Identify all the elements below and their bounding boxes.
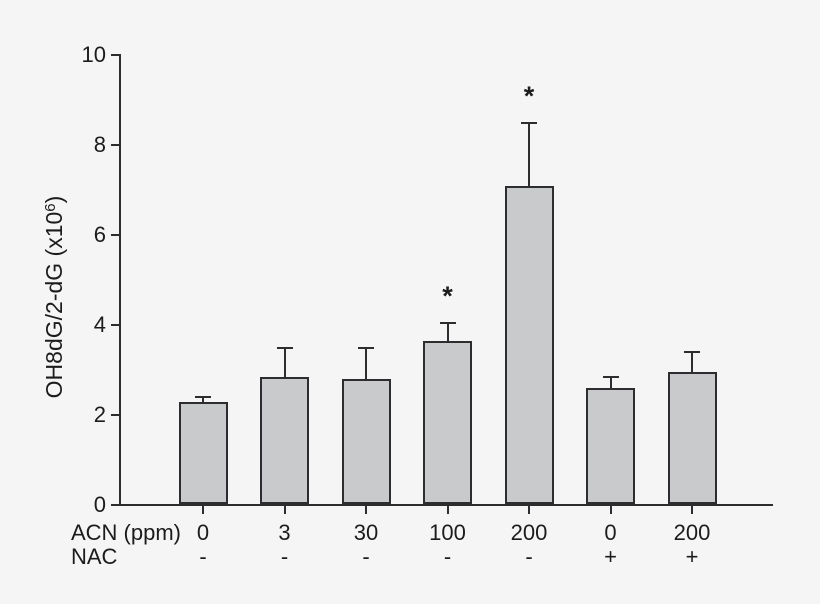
y-axis-tick-label: 0 bbox=[93, 492, 106, 517]
nac-sign-label: - bbox=[199, 544, 207, 569]
y-axis-tick-mark bbox=[111, 144, 120, 146]
acn-row-label: ACN (ppm) bbox=[71, 520, 182, 545]
error-bar-cap bbox=[276, 346, 293, 349]
error-bar-line bbox=[609, 376, 612, 388]
nac-sign-label: - bbox=[525, 544, 533, 569]
y-axis-tick-mark bbox=[111, 54, 120, 56]
nac-sign-label: + bbox=[604, 544, 617, 569]
error-bar-line bbox=[446, 322, 449, 341]
acn-category-label: 0 bbox=[604, 520, 617, 545]
acn-category-label: 200 bbox=[510, 520, 548, 545]
y-axis-tick-mark bbox=[111, 414, 120, 416]
x-axis-line bbox=[119, 504, 773, 506]
y-axis-title: OH8dG/2-dG (x106) bbox=[38, 167, 67, 427]
y-axis-tick-label: 8 bbox=[93, 132, 106, 157]
bar bbox=[423, 340, 472, 504]
bar bbox=[504, 185, 554, 504]
error-bar-cap bbox=[602, 375, 619, 378]
nac-sign-label: - bbox=[443, 544, 452, 569]
y-axis-tick-mark bbox=[111, 234, 120, 236]
error-bar-line bbox=[365, 347, 367, 379]
significance-asterisk: * bbox=[442, 280, 453, 311]
significance-asterisk: * bbox=[523, 80, 535, 111]
y-axis-title-superscript: 6 bbox=[42, 203, 59, 212]
y-axis-title-close-paren: ) bbox=[41, 195, 67, 204]
x-axis-tick-mark bbox=[528, 506, 530, 514]
acn-category-label: 30 bbox=[353, 520, 379, 545]
y-axis-tick-mark bbox=[111, 504, 120, 506]
error-bar-cap bbox=[358, 346, 374, 349]
bar bbox=[341, 379, 391, 504]
bar bbox=[178, 401, 228, 504]
y-axis-tick-mark bbox=[111, 324, 120, 326]
x-axis-tick-mark bbox=[609, 506, 612, 514]
x-axis-tick-mark bbox=[691, 506, 693, 514]
error-bar-cap bbox=[684, 351, 700, 353]
x-axis-tick-mark bbox=[283, 506, 286, 514]
error-bar-cap bbox=[195, 396, 211, 398]
error-bar-line bbox=[528, 122, 530, 186]
nac-sign-label: - bbox=[280, 544, 289, 569]
error-bar-line bbox=[283, 347, 286, 377]
y-axis-tick-label: 2 bbox=[93, 402, 106, 427]
error-bar-line bbox=[202, 397, 204, 402]
y-axis-tick-label: 10 bbox=[81, 42, 106, 67]
x-axis-tick-mark bbox=[365, 506, 367, 514]
y-axis-line bbox=[119, 54, 121, 506]
x-axis-tick-mark bbox=[202, 506, 204, 514]
y-axis-tick-label: 6 bbox=[93, 222, 106, 247]
y-axis-tick-label: 4 bbox=[93, 312, 106, 337]
nac-sign-label: + bbox=[685, 544, 699, 569]
acn-category-label: 100 bbox=[429, 520, 466, 545]
acn-category-label: 3 bbox=[278, 520, 291, 545]
acn-category-label: 0 bbox=[196, 520, 210, 545]
bar bbox=[260, 376, 309, 504]
error-bar-cap bbox=[439, 321, 456, 324]
bar bbox=[586, 388, 635, 504]
x-axis-tick-mark bbox=[446, 506, 449, 514]
nac-sign-label: - bbox=[362, 544, 370, 569]
bar bbox=[667, 372, 717, 504]
nac-row-label: NAC bbox=[71, 544, 118, 569]
error-bar-line bbox=[691, 352, 693, 373]
error-bar-cap bbox=[521, 121, 537, 124]
acn-category-label: 200 bbox=[673, 520, 711, 545]
